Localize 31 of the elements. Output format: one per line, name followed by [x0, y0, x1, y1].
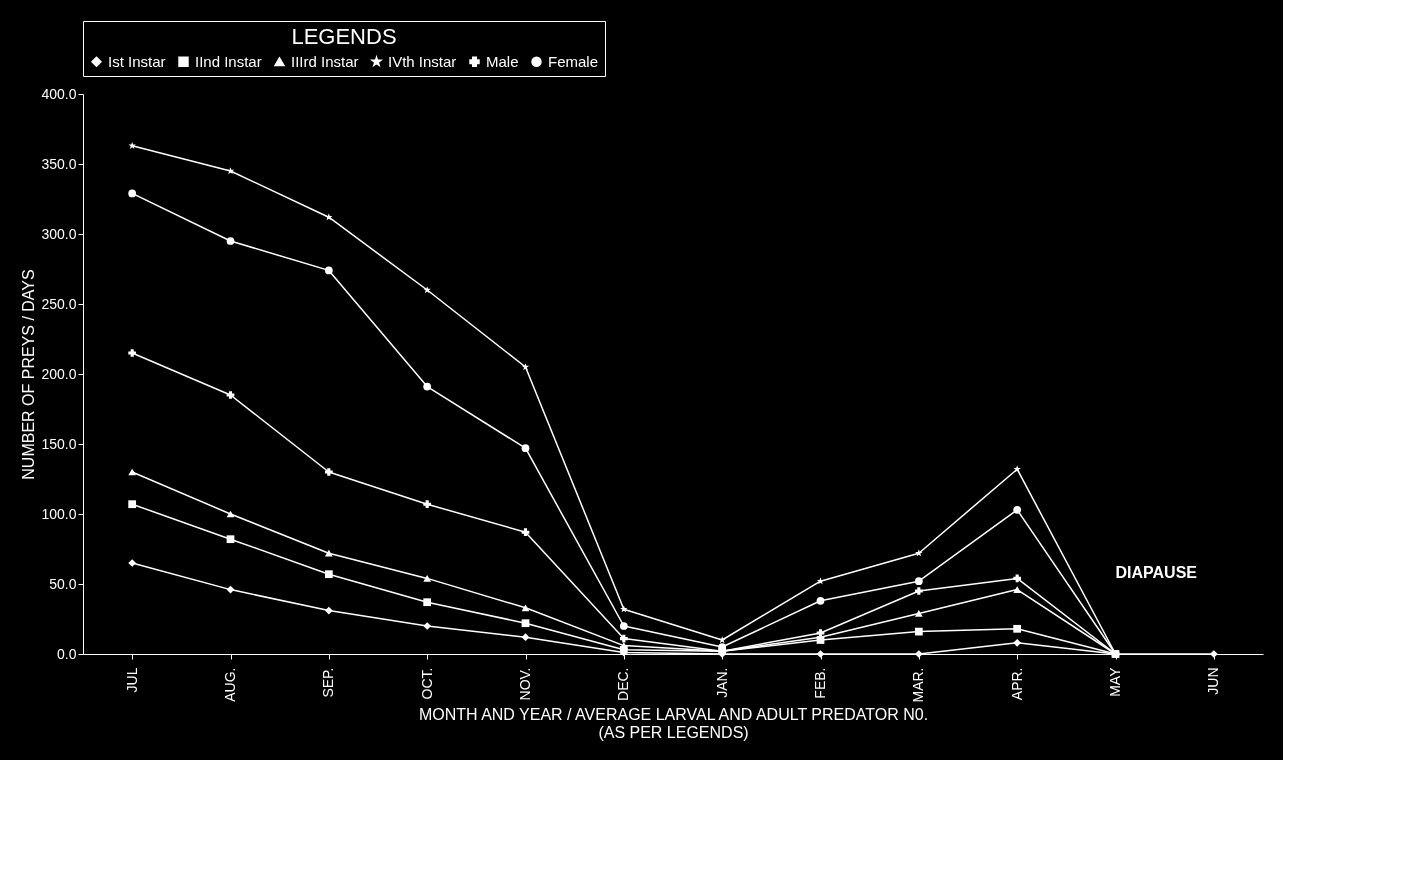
x-tick-label: DEC.: [615, 667, 632, 701]
legend-label: IIIrd Instar: [291, 52, 359, 70]
y-tick-label: 200.0: [41, 365, 77, 382]
y-tick-label: 150.0: [41, 435, 77, 452]
x-tick-label: JAN.: [713, 667, 730, 698]
y-tick-label: 0.0: [57, 645, 77, 662]
y-tick-label: 50.0: [49, 575, 77, 592]
legend-label: Ist Instar: [108, 52, 166, 70]
y-tick-label: 400.0: [41, 85, 77, 102]
x-tick-label: JUN: [1205, 667, 1222, 695]
x-tick-label: OCT.: [418, 667, 435, 700]
x-tick-label: AUG.: [222, 667, 238, 702]
y-tick-label: 100.0: [41, 505, 77, 522]
x-tick-label: MAR.: [910, 667, 927, 703]
legend-label: Male: [486, 52, 519, 70]
x-tick-label: NOV.: [517, 667, 533, 701]
y-tick-label: 350.0: [41, 155, 77, 172]
legend-label: Female: [548, 52, 599, 70]
y-tick-label: 250.0: [41, 295, 77, 312]
x-tick-label: SEP.: [320, 667, 337, 698]
y-axis-title: NUMBER OF PREYS / DAYS: [20, 269, 38, 480]
x-axis-title: MONTH AND YEAR / AVERAGE LARVAL AND ADULT PREDATOR N0. (AS PER LEGENDS): [418, 705, 929, 741]
x-tick-label: APR.: [1008, 667, 1025, 701]
legend-title: LEGENDS: [291, 24, 397, 49]
x-tick-label: MAY: [1107, 666, 1123, 697]
annotation: DIAPAUSE: [1115, 563, 1198, 581]
y-tick-label: 300.0: [41, 225, 77, 242]
legend-label: IVth Instar: [388, 52, 457, 70]
x-tick-label: JUL: [123, 667, 140, 693]
x-tick-label: FEB.: [812, 667, 828, 699]
legend-label: IInd Instar: [195, 52, 262, 70]
